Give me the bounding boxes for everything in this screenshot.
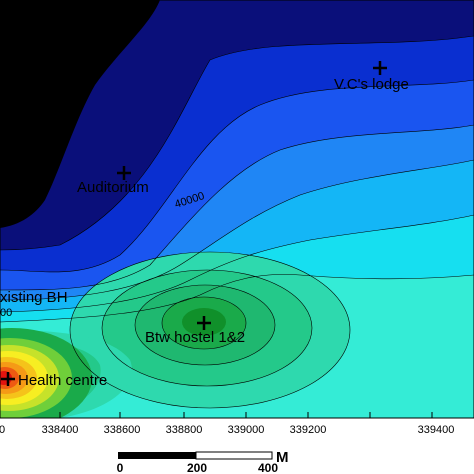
contour-bands bbox=[0, 0, 474, 418]
x-tick-label: 338600 bbox=[104, 424, 141, 436]
cross-marker-icon bbox=[373, 61, 387, 75]
location-vc-lodge: V.C's lodge bbox=[334, 61, 409, 93]
location-auditorium: Auditorium bbox=[77, 166, 149, 196]
scale-bar-segment-white bbox=[195, 451, 273, 460]
cross-marker-icon bbox=[117, 166, 131, 180]
contour-side-label: 00 bbox=[0, 307, 12, 319]
location-hostel: Btw hostel 1&2 bbox=[145, 316, 245, 346]
scale-bar-unit: M bbox=[276, 449, 289, 466]
scale-bar-segment-black bbox=[118, 452, 196, 459]
location-label: Btw hostel 1&2 bbox=[145, 329, 245, 346]
location-label: xisting BH bbox=[0, 289, 68, 306]
plot-frame bbox=[0, 0, 474, 419]
location-label: Auditorium bbox=[77, 179, 149, 196]
location-health-centre: Health centre bbox=[1, 372, 107, 389]
x-tick-label: 339000 bbox=[228, 424, 265, 436]
contour-band bbox=[0, 0, 474, 250]
location-label: V.C's lodge bbox=[334, 76, 409, 93]
cross-marker-icon bbox=[197, 316, 211, 330]
scale-bar-label: 400 bbox=[258, 461, 278, 474]
x-axis: 0 338400 338600 338800 339000 339200 339… bbox=[0, 412, 454, 436]
scale-bar: 0 200 400 M bbox=[117, 449, 289, 474]
black-region bbox=[0, 0, 160, 228]
cross-marker-icon bbox=[1, 372, 15, 386]
location-existing-bh: xisting BH bbox=[0, 289, 68, 306]
x-tick-label: 0 bbox=[0, 424, 5, 436]
x-tick-label: 339200 bbox=[290, 424, 327, 436]
scale-bar-label: 200 bbox=[187, 461, 207, 474]
scale-bar-label: 0 bbox=[117, 461, 124, 474]
x-tick-label: 338800 bbox=[166, 424, 203, 436]
x-tick-label: 338400 bbox=[42, 424, 79, 436]
location-label: Health centre bbox=[18, 372, 107, 389]
contour-lines bbox=[0, 35, 474, 409]
x-tick-label: 339400 bbox=[418, 424, 455, 436]
